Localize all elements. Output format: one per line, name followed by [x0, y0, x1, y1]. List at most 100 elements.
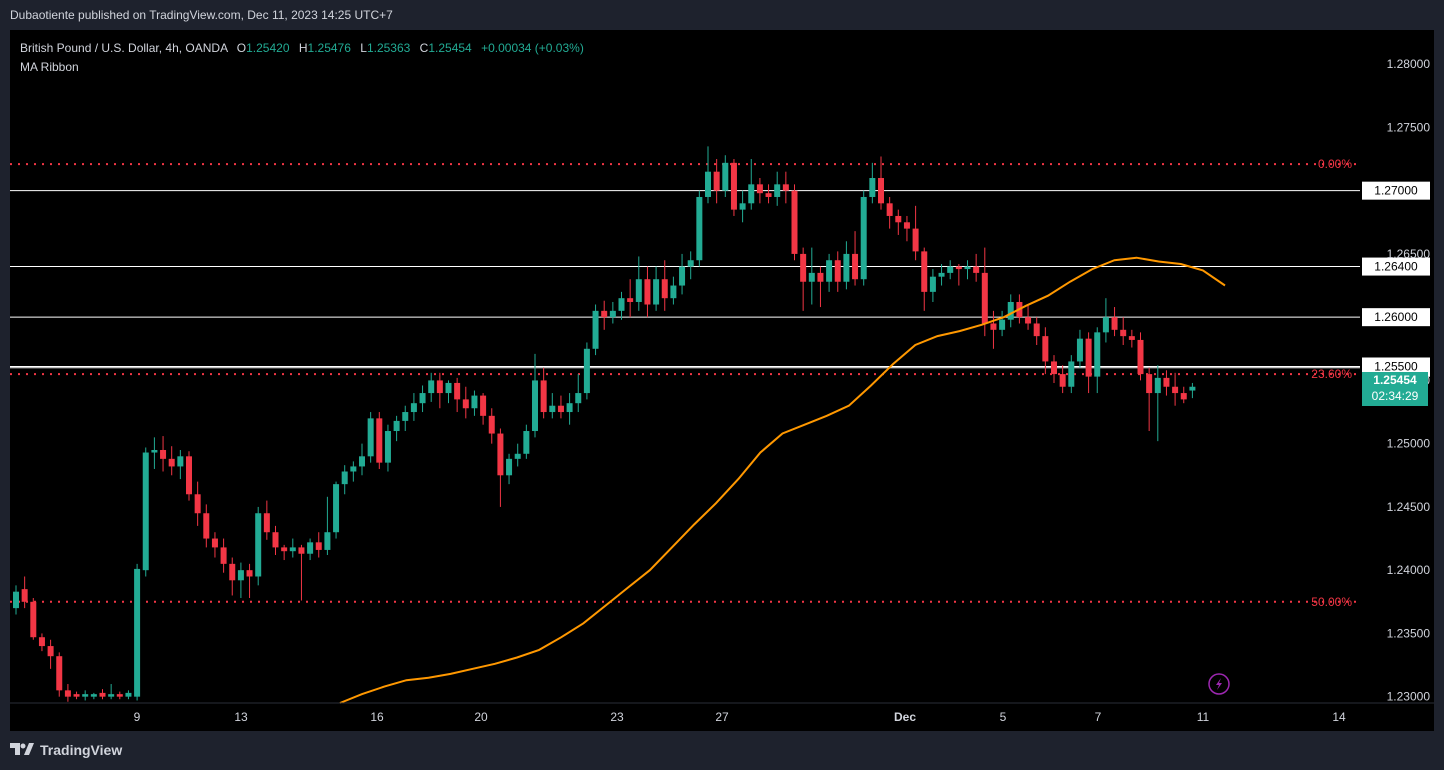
- candle-body: [1146, 374, 1153, 394]
- candle-body: [186, 456, 192, 495]
- candle-body: [73, 694, 80, 697]
- time-tick: Dec: [894, 710, 916, 724]
- candle-body: [1120, 329, 1127, 337]
- candle-body: [1059, 374, 1066, 387]
- candle-body: [670, 285, 677, 299]
- candle-body: [627, 298, 634, 302]
- candle-body: [661, 279, 668, 299]
- candle-body: [281, 547, 288, 552]
- candle-body: [679, 266, 686, 286]
- candle-body: [246, 570, 253, 577]
- replay-icon[interactable]: [1208, 673, 1230, 695]
- indicator-label[interactable]: MA Ribbon: [20, 60, 79, 74]
- candle-body: [1025, 317, 1032, 324]
- candle-body: [229, 563, 236, 581]
- candle-body: [47, 646, 54, 657]
- candle-body: [402, 412, 409, 421]
- candle-body: [886, 203, 893, 216]
- ma-ribbon: [339, 256, 1226, 704]
- candle-body: [194, 494, 201, 514]
- time-tick: 16: [370, 710, 384, 724]
- candle-body: [237, 570, 244, 581]
- level-label-bg: [1362, 357, 1430, 376]
- candle-body: [1085, 338, 1092, 377]
- candle-body: [722, 162, 729, 191]
- candle-body: [384, 431, 391, 463]
- candle-body: [1094, 332, 1101, 377]
- candle-body: [592, 310, 599, 349]
- candle-body: [160, 449, 167, 459]
- symbol-title: British Pound / U.S. Dollar, 4h, OANDA: [20, 41, 228, 55]
- candle-body: [506, 458, 513, 476]
- footer-brand[interactable]: TradingView: [10, 742, 122, 758]
- candle-body: [1137, 339, 1144, 375]
- level-label: 1.26400: [1374, 260, 1418, 274]
- candle-body: [947, 266, 954, 273]
- candle-body: [869, 178, 876, 197]
- candle-body: [454, 382, 461, 400]
- candle-body: [705, 171, 711, 197]
- candle-body: [21, 589, 28, 602]
- candle-body: [860, 196, 867, 280]
- candle-body: [973, 266, 980, 273]
- candle-body: [653, 279, 660, 305]
- candle-body: [134, 568, 141, 697]
- publisher-line: Dubaotiente published on TradingView.com…: [10, 8, 393, 22]
- level-label: 1.27000: [1374, 184, 1418, 198]
- candle-body: [826, 260, 833, 282]
- level-label-bg: [1362, 308, 1430, 327]
- candle-body: [557, 405, 564, 413]
- ohlc-line: British Pound / U.S. Dollar, 4h, OANDA O…: [20, 39, 584, 58]
- candle-body: [1102, 317, 1109, 333]
- candle-body: [1033, 323, 1040, 337]
- time-tick: 7: [1095, 710, 1102, 724]
- candle-body: [921, 251, 928, 292]
- candle-body: [1111, 317, 1118, 330]
- time-axis: 9 13 16 20 23 27 Dec 5 7 11 14: [10, 702, 1434, 724]
- candle-body: [359, 456, 365, 467]
- price-tick: 1.26500: [1387, 247, 1431, 261]
- time-tick: 11: [1197, 710, 1210, 724]
- candle-body: [298, 547, 305, 554]
- candle-body: [549, 405, 556, 413]
- candle-body: [514, 453, 521, 459]
- candle-body: [289, 547, 296, 552]
- level-label: 1.25500: [1374, 360, 1418, 374]
- candle-body: [782, 184, 789, 191]
- candle-body: [142, 452, 149, 571]
- change-value: +0.00034 (+0.03%): [481, 41, 584, 55]
- candle-body: [713, 171, 720, 191]
- time-tick: 13: [234, 710, 248, 724]
- candle-body: [125, 692, 132, 697]
- candle-body: [333, 484, 340, 533]
- candle-body: [116, 694, 123, 697]
- candle-body: [1076, 338, 1083, 362]
- candle-body: [428, 380, 435, 394]
- candle-body: [929, 276, 936, 292]
- price-tick: 1.23000: [1387, 690, 1431, 704]
- candle-body: [566, 403, 573, 413]
- candle-body: [419, 393, 426, 404]
- candle-body: [151, 449, 158, 453]
- candle-body: [480, 395, 487, 416]
- candle-body: [774, 184, 781, 197]
- fib-label: 23.60%: [1311, 367, 1352, 381]
- candle-body: [601, 310, 608, 318]
- candle-body: [990, 323, 997, 330]
- candle-body: [878, 178, 884, 204]
- candle-body: [583, 348, 590, 394]
- candle-body: [800, 253, 807, 282]
- candle-body: [211, 538, 218, 548]
- candle-body: [203, 513, 210, 539]
- close-label: C: [419, 41, 429, 55]
- candle-body: [255, 513, 262, 577]
- candle-body: [497, 433, 504, 476]
- price-tick: 1.28000: [1387, 57, 1431, 71]
- candle-body: [981, 272, 988, 324]
- level-label: 1.26000: [1374, 310, 1418, 324]
- candle-body: [730, 162, 737, 210]
- candle-body: [540, 380, 547, 413]
- candle-body: [765, 193, 772, 197]
